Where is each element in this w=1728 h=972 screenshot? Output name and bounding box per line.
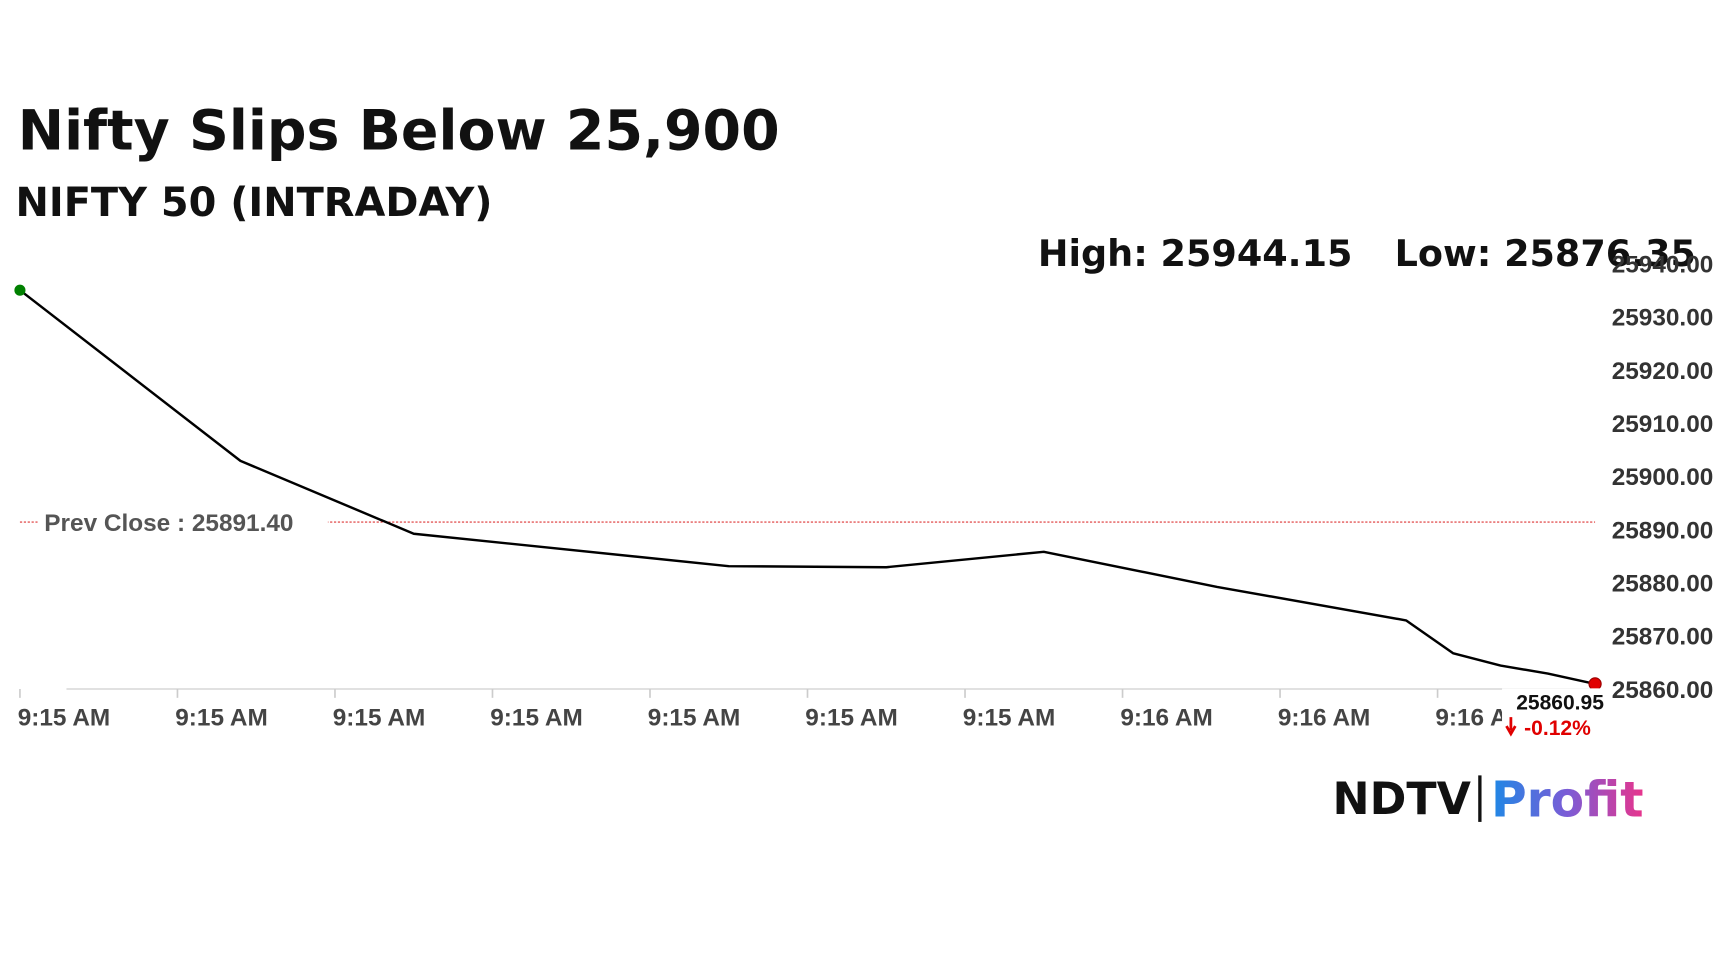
- end-value-label: 25860.95: [1516, 691, 1604, 714]
- prev-close-bg: [37, 505, 328, 539]
- y-tick-label: 25890.00: [1612, 517, 1714, 544]
- x-tick-label: 9:15 AM: [18, 705, 111, 732]
- end-dot: [1588, 677, 1602, 691]
- y-tick-label: 25910.00: [1612, 411, 1714, 438]
- end-label-bg: [1502, 688, 1609, 749]
- high-label: High: 25944.15: [1038, 232, 1353, 275]
- x-tick-label: 9:15 AM: [175, 705, 268, 732]
- y-tick-label: 25860.00: [1612, 677, 1714, 704]
- y-tick-label: 25870.00: [1612, 624, 1714, 651]
- start-dot: [14, 284, 26, 296]
- x-tick-label: 9:15 AM: [333, 705, 426, 732]
- x-tick-label: 9:15 AM: [490, 705, 583, 732]
- chart-title: Nifty Slips Below 25,900: [18, 100, 780, 164]
- price-line: [19, 289, 1596, 686]
- x-tick-label: 9:15 AM: [805, 705, 898, 732]
- y-tick-label: 25930.00: [1612, 305, 1714, 332]
- x-tick-label: 9:16 AM: [1278, 705, 1371, 732]
- prev-close-label: Prev Close : 25891.40: [44, 510, 293, 537]
- logo: NDTV Profit: [1333, 772, 1644, 828]
- y-tick-label: 25880.00: [1612, 571, 1714, 598]
- y-tick-label: 25900.00: [1612, 464, 1714, 491]
- x-tick-label: 9:16 AM: [1120, 705, 1213, 732]
- y-tick-label: 25940.00: [1612, 251, 1714, 278]
- logo-ndtv: NDTV: [1333, 774, 1472, 825]
- change-label: -0.12%: [1524, 717, 1591, 740]
- x-tick-label: 9:15 AM: [648, 705, 741, 732]
- low-label: Low: 25876.35: [1395, 232, 1696, 275]
- plot-area: 25940.00 25930.00 25920.00 25910.00 25900.00…: [14, 251, 1714, 749]
- y-tick-label: 25920.00: [1612, 358, 1714, 385]
- x-tick-label: 9:15 AM: [963, 705, 1056, 732]
- chart-subtitle: NIFTY 50 (INTRADAY): [16, 180, 493, 226]
- logo-profit: Profit: [1491, 772, 1644, 828]
- down-arrow: [1505, 717, 1517, 737]
